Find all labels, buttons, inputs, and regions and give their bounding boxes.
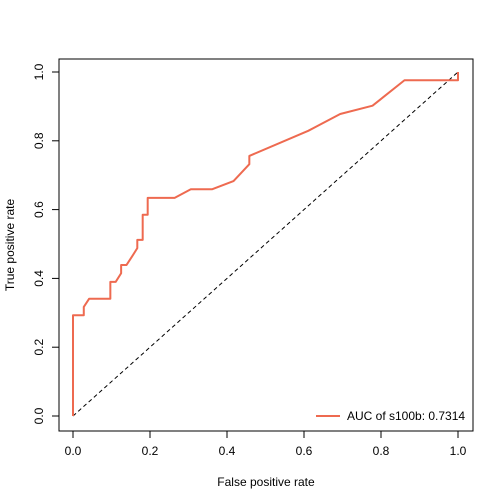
- y-tick-label: 0.6: [32, 201, 46, 218]
- plot-frame: [58, 58, 474, 432]
- roc-curve-line: [72, 72, 459, 416]
- y-axis: 0.0 0.2 0.4 0.6 0.8 1.0: [32, 63, 60, 424]
- y-tick-label: 0.4: [32, 270, 46, 287]
- legend: AUC of s100b: 0.7314: [316, 409, 465, 423]
- x-tick-label: 0.0: [65, 444, 82, 458]
- y-tick-label: 1.0: [32, 63, 46, 80]
- x-tick-label: 0.6: [296, 444, 313, 458]
- x-tick-label: 0.4: [219, 444, 236, 458]
- x-tick-label: 0.2: [142, 444, 159, 458]
- x-tick-label: 0.8: [373, 444, 390, 458]
- y-tick-label: 0.2: [32, 339, 46, 356]
- series-layer: [72, 71, 459, 417]
- y-axis-label: True positive rate: [3, 199, 17, 292]
- legend-label: AUC of s100b: 0.7314: [347, 409, 465, 423]
- reference-diagonal-line: [72, 71, 459, 417]
- y-tick-label: 0.8: [32, 132, 46, 149]
- y-tick-label: 0.0: [32, 407, 46, 424]
- x-axis-label: False positive rate: [217, 475, 315, 489]
- x-tick-label: 1.0: [450, 444, 467, 458]
- x-axis: 0.0 0.2 0.4 0.6 0.8 1.0: [65, 430, 467, 458]
